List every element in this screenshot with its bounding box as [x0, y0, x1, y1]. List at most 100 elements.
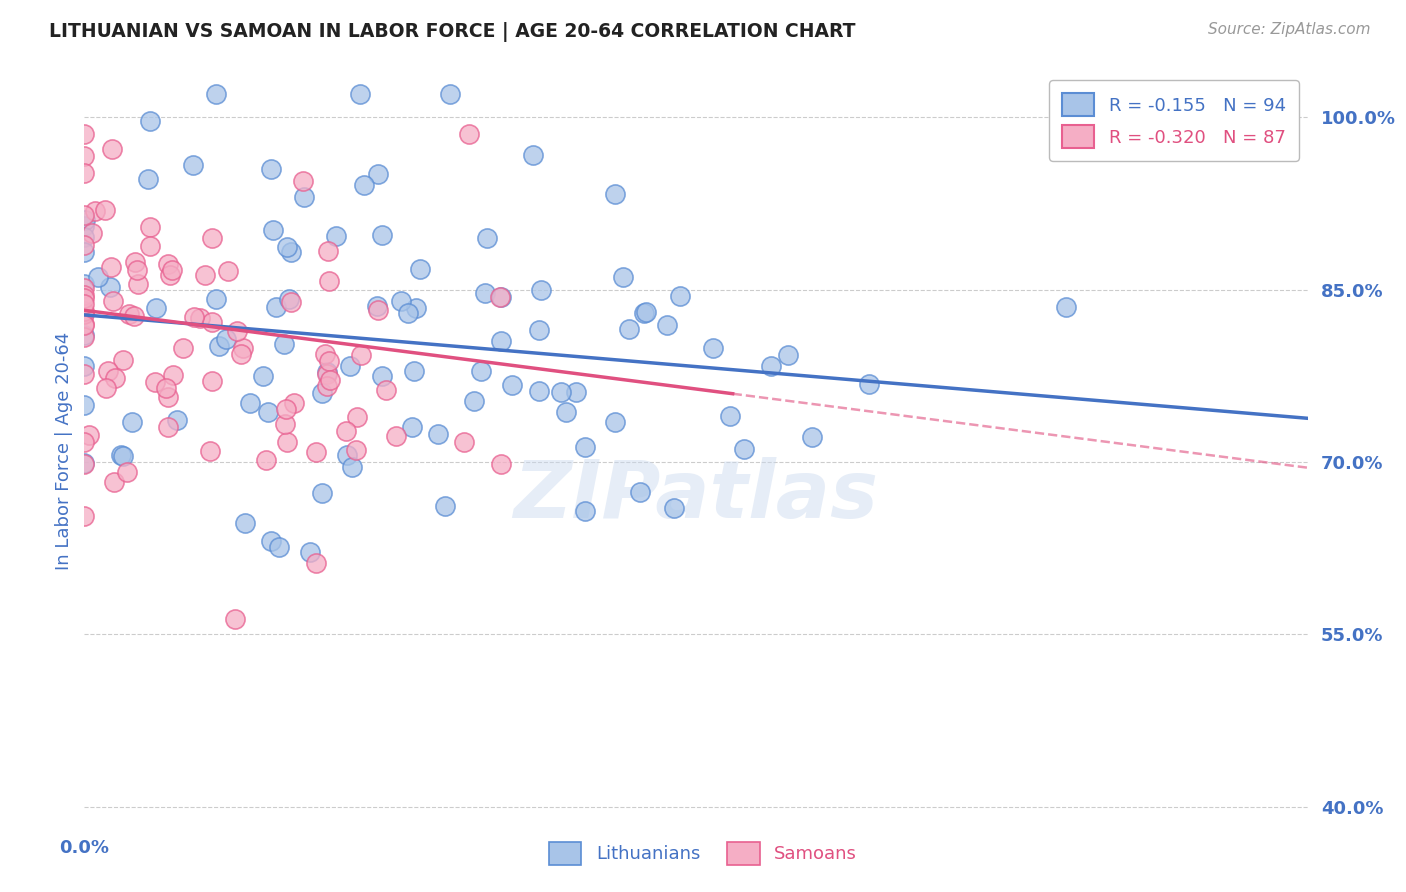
Point — [73, 166, 96, 180]
Point — [183, 158, 205, 172]
Point — [73, 457, 96, 471]
Point — [501, 378, 523, 392]
Point — [139, 114, 162, 128]
Point — [318, 244, 340, 258]
Point — [73, 434, 96, 449]
Point — [73, 398, 96, 412]
Point — [384, 429, 406, 443]
Point — [73, 307, 96, 321]
Point — [159, 268, 181, 282]
Point — [530, 283, 553, 297]
Point — [477, 230, 499, 244]
Point — [118, 307, 141, 321]
Point — [172, 341, 194, 355]
Point — [294, 189, 316, 203]
Point — [155, 381, 177, 395]
Point — [232, 341, 254, 355]
Point — [291, 174, 314, 188]
Point — [311, 386, 333, 401]
Point — [458, 127, 481, 141]
Point — [82, 227, 104, 241]
Point — [100, 260, 122, 275]
Point — [73, 291, 96, 305]
Point — [200, 231, 222, 245]
Point — [139, 220, 162, 235]
Text: LITHUANIAN VS SAMOAN IN LABOR FORCE | AGE 20-64 CORRELATION CHART: LITHUANIAN VS SAMOAN IN LABOR FORCE | AG… — [49, 22, 856, 42]
Legend: R = -0.155   N = 94, R = -0.320   N = 87: R = -0.155 N = 94, R = -0.320 N = 87 — [1049, 80, 1299, 161]
Point — [73, 359, 96, 374]
Point — [733, 442, 755, 456]
Point — [73, 306, 96, 320]
Point — [73, 245, 96, 260]
Point — [702, 341, 724, 355]
Point — [98, 280, 121, 294]
Point — [371, 228, 394, 243]
Point — [127, 277, 149, 291]
Point — [353, 178, 375, 193]
Point — [669, 288, 692, 302]
Point — [264, 300, 287, 314]
Point — [112, 450, 135, 464]
Point — [205, 292, 228, 306]
Point — [190, 311, 212, 326]
Point — [344, 442, 367, 457]
Point — [409, 262, 432, 277]
Point — [527, 323, 550, 337]
Text: ZIPatlas: ZIPatlas — [513, 457, 879, 535]
Point — [628, 485, 651, 500]
Point — [73, 456, 96, 470]
Point — [371, 369, 394, 384]
Point — [201, 315, 224, 329]
Point — [655, 318, 678, 332]
Point — [121, 416, 143, 430]
Point — [427, 427, 450, 442]
Point — [367, 168, 389, 182]
Point — [217, 264, 239, 278]
Point — [224, 612, 246, 626]
Point — [73, 304, 96, 318]
Point — [157, 390, 180, 404]
Point — [94, 203, 117, 218]
Point — [318, 274, 340, 288]
Point — [474, 285, 496, 300]
Point — [103, 475, 125, 489]
Point — [453, 434, 475, 449]
Point — [73, 127, 96, 141]
Point — [316, 365, 339, 379]
Point — [463, 393, 485, 408]
Point — [87, 270, 110, 285]
Point — [605, 187, 627, 202]
Point — [396, 306, 419, 320]
Point — [73, 328, 96, 343]
Point — [280, 295, 302, 310]
Point — [1054, 301, 1077, 315]
Point — [314, 347, 336, 361]
Point — [522, 148, 544, 162]
Point — [434, 500, 457, 514]
Point — [316, 378, 339, 392]
Point — [662, 501, 685, 516]
Point — [634, 304, 657, 318]
Text: Source: ZipAtlas.com: Source: ZipAtlas.com — [1208, 22, 1371, 37]
Point — [124, 255, 146, 269]
Point — [97, 363, 120, 377]
Point — [139, 239, 162, 253]
Point — [401, 420, 423, 434]
Point — [305, 444, 328, 458]
Point — [565, 384, 588, 399]
Point — [157, 420, 180, 434]
Point — [776, 348, 799, 362]
Point — [335, 424, 357, 438]
Point — [470, 364, 492, 378]
Point — [73, 213, 96, 227]
Point — [489, 334, 512, 348]
Point — [759, 359, 782, 373]
Point — [77, 427, 100, 442]
Point — [205, 87, 228, 102]
Point — [273, 337, 295, 351]
Point — [73, 318, 96, 332]
Point — [198, 444, 221, 458]
Point — [73, 288, 96, 302]
Point — [257, 405, 280, 419]
Point — [231, 347, 253, 361]
